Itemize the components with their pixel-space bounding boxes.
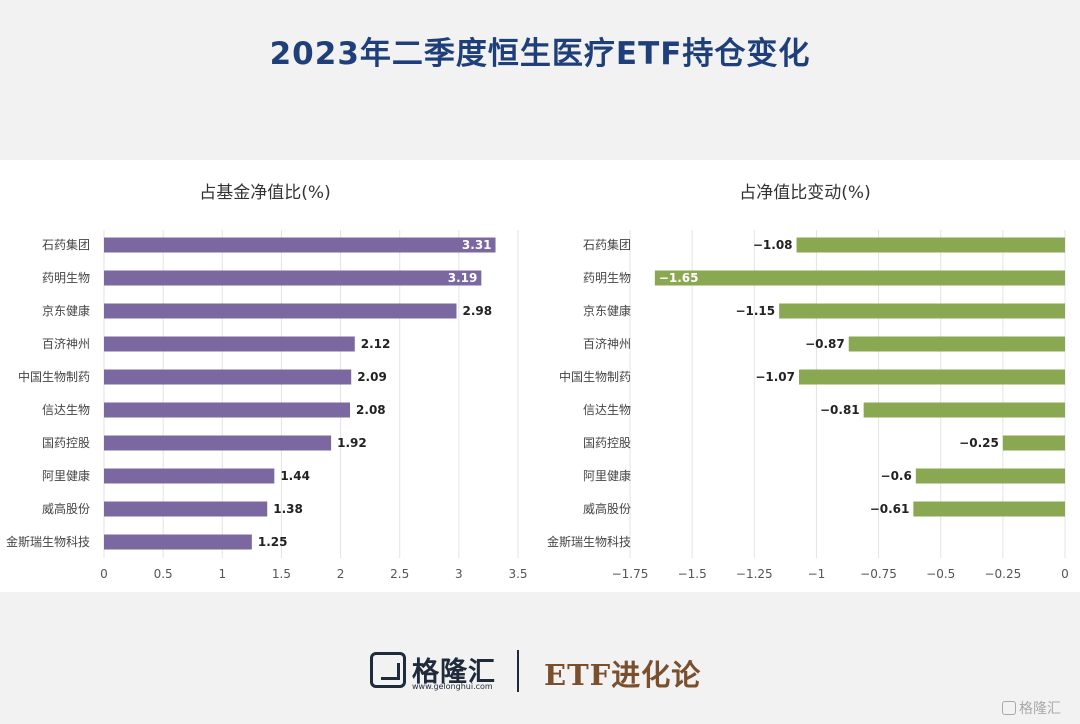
data-label: −0.81 — [820, 403, 860, 417]
category-label: 信达生物 — [42, 403, 90, 417]
g-logo-icon — [370, 652, 406, 688]
x-tick-label: 1.5 — [272, 567, 291, 581]
bar — [799, 369, 1065, 385]
g-logo-icon — [1002, 701, 1016, 715]
x-tick-label: −0.5 — [926, 567, 955, 581]
data-label: −1.15 — [735, 304, 775, 318]
bar — [104, 402, 351, 418]
page-title: 2023年二季度恒生医疗ETF持仓变化 — [269, 36, 811, 72]
data-label: 1.92 — [337, 436, 367, 450]
watermark: 格隆汇 — [1002, 698, 1061, 718]
bar — [104, 336, 355, 352]
brand-url: www.gelonghui.com — [412, 682, 493, 691]
x-tick-label: −1.25 — [736, 567, 773, 581]
bar — [863, 402, 1065, 418]
data-label: 2.12 — [361, 337, 391, 351]
charts-svg: 占基金净值比(%) 0 0.5 1 1.5 2 2.5 3 3.5 石药集团 3.31 药明生物 3.1… — [6, 183, 1069, 581]
data-label: −1.07 — [755, 370, 795, 384]
chart-title: 占净值比变动(%) — [739, 183, 870, 203]
category-label: 威高股份 — [42, 501, 90, 516]
data-label: −0.6 — [881, 469, 912, 483]
bar — [104, 468, 275, 484]
data-label: −1.08 — [753, 238, 793, 252]
bar — [104, 369, 352, 385]
category-label: 金斯瑞生物科技 — [547, 534, 631, 549]
data-label: 1.38 — [273, 502, 303, 516]
category-label: 阿里健康 — [42, 468, 90, 483]
category-label: 百济神州 — [42, 336, 90, 351]
category-label: 石药集团 — [583, 237, 631, 252]
category-label: 中国生物制药 — [559, 369, 631, 384]
data-label: 2.98 — [462, 304, 492, 318]
x-tick-label: 0 — [100, 567, 108, 581]
category-label: 金斯瑞生物科技 — [6, 534, 90, 549]
bar — [104, 501, 268, 517]
bar — [1002, 435, 1065, 451]
x-tick-label: 3 — [455, 567, 463, 581]
data-label: −0.87 — [805, 337, 845, 351]
category-label: 信达生物 — [583, 403, 631, 417]
bar — [915, 468, 1065, 484]
category-label: 药明生物 — [583, 271, 631, 285]
footer-divider — [517, 650, 519, 692]
bar — [779, 303, 1065, 319]
x-tick-label: 2 — [337, 567, 345, 581]
data-label: 3.19 — [448, 271, 478, 285]
bar — [104, 435, 332, 451]
x-tick-label: 0.5 — [154, 567, 173, 581]
category-label: 阿里健康 — [583, 468, 631, 483]
x-tick-label: −0.75 — [860, 567, 897, 581]
data-label: 1.25 — [258, 535, 288, 549]
data-label: 1.44 — [280, 469, 310, 483]
x-tick-label: −1 — [808, 567, 826, 581]
data-label: 2.09 — [357, 370, 387, 384]
bar — [848, 336, 1065, 352]
bar — [913, 501, 1065, 517]
category-label: 国药控股 — [42, 436, 90, 450]
bar — [104, 270, 482, 286]
x-tick-label: 0 — [1061, 567, 1069, 581]
category-label: 威高股份 — [583, 501, 631, 516]
x-tick-label: 3.5 — [508, 567, 527, 581]
data-label: 2.08 — [356, 403, 386, 417]
category-label: 石药集团 — [42, 237, 90, 252]
watermark-text: 格隆汇 — [1019, 701, 1061, 717]
category-label: 京东健康 — [42, 303, 90, 318]
category-label: 百济神州 — [583, 336, 631, 351]
bar — [796, 237, 1065, 253]
x-tick-label: −1.5 — [678, 567, 707, 581]
column-name: ETF进化论 — [544, 658, 702, 692]
footer — [0, 600, 1080, 724]
category-label: 国药控股 — [583, 436, 631, 450]
bar — [104, 237, 496, 253]
x-tick-label: 2.5 — [390, 567, 409, 581]
data-label: 3.31 — [462, 238, 492, 252]
data-label: −0.61 — [870, 502, 910, 516]
category-label: 京东健康 — [583, 303, 631, 318]
x-tick-label: 1 — [218, 567, 226, 581]
bar — [104, 534, 252, 550]
brand-name: 格隆汇 — [412, 657, 496, 688]
bar — [654, 270, 1065, 286]
x-tick-label: −0.25 — [984, 567, 1021, 581]
chart-title: 占基金净值比(%) — [199, 183, 330, 203]
category-label: 中国生物制药 — [18, 369, 90, 384]
data-label: −1.65 — [659, 271, 699, 285]
data-label: −0.25 — [959, 436, 999, 450]
bar — [104, 303, 457, 319]
category-label: 药明生物 — [42, 271, 90, 285]
chart-panel: 占基金净值比(%) 0 0.5 1 1.5 2 2.5 3 3.5 石药集团 3.31 药明生物 3.1… — [0, 160, 1080, 592]
x-tick-label: −1.75 — [612, 567, 649, 581]
